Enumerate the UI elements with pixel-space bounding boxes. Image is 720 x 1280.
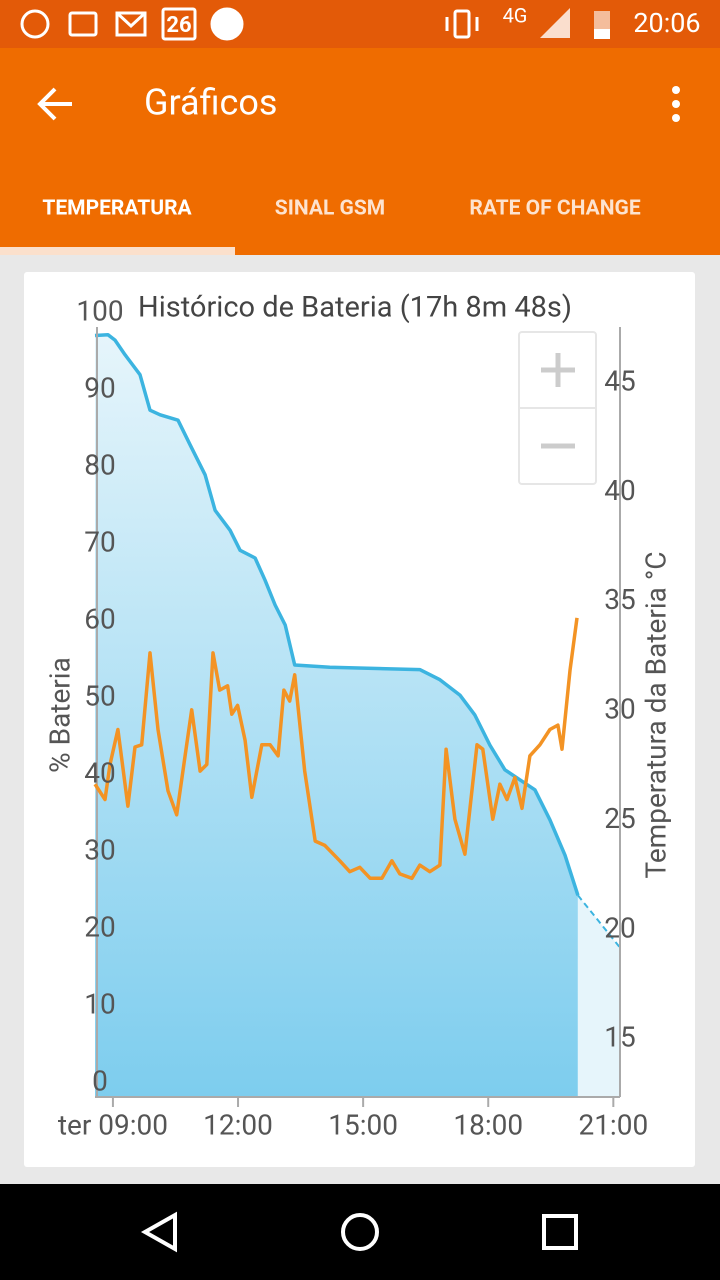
nav-back[interactable] xyxy=(140,1211,177,1253)
signal-icon xyxy=(540,8,570,38)
tab-indicator xyxy=(0,247,235,255)
area xyxy=(577,895,620,1097)
line xyxy=(94,332,580,896)
x-tick-label: 15:00 xyxy=(328,1108,398,1141)
app-title: Gráficos xyxy=(144,82,278,124)
y2-tick-label: 15 xyxy=(604,1021,635,1054)
y2-tick-label: 35 xyxy=(604,583,635,616)
x-tick-label: 18:00 xyxy=(453,1108,523,1141)
y2-tick-label: 45 xyxy=(604,364,635,397)
y-tick-label: 30 xyxy=(84,833,115,866)
y-tick-label: 40 xyxy=(84,756,115,789)
y-tick-label: 100 xyxy=(76,294,123,327)
line xyxy=(577,894,621,949)
back-button[interactable] xyxy=(37,87,72,121)
calendar-day: 26 xyxy=(166,13,191,38)
y2-tick-label: 30 xyxy=(604,693,635,726)
zoom-in[interactable] xyxy=(541,353,575,387)
y-axis-title: % Bateria xyxy=(43,657,76,773)
status-icons xyxy=(20,7,479,41)
overflow-menu[interactable] xyxy=(672,86,680,122)
nav-home[interactable] xyxy=(341,1213,379,1251)
y-tick-label: 90 xyxy=(84,371,115,404)
plot: 0 10 20 30 40 50 60 70 80 90 100 15 20 25 30 35 40 45 ter … xyxy=(58,294,648,1141)
x-tick-label: ter 09:00 xyxy=(58,1108,168,1141)
app-bar xyxy=(0,48,720,255)
nav-recents[interactable] xyxy=(542,1214,578,1250)
tab[interactable]: TEMPERATURA xyxy=(42,197,192,221)
battery-level xyxy=(594,29,610,39)
line xyxy=(93,617,579,881)
nav-bar xyxy=(0,1184,720,1280)
tab[interactable]: RATE OF CHANGE xyxy=(469,197,641,221)
y-tick-label: 10 xyxy=(84,987,115,1020)
x-tick-label: 12:00 xyxy=(203,1108,273,1141)
y-tick-label: 50 xyxy=(84,679,115,712)
network-type: 4G xyxy=(503,3,528,27)
y2-axis-title: Temperatura da Bateria °C xyxy=(639,551,672,878)
y2-tick-label: 20 xyxy=(604,911,635,944)
x-tick-label: 21:00 xyxy=(578,1108,648,1141)
y-tick-label: 0 xyxy=(92,1064,108,1097)
y-tick-label: 70 xyxy=(84,525,115,558)
clock: 20:06 xyxy=(633,7,700,39)
y-tick-label: 20 xyxy=(84,910,115,943)
y2-tick-label: 25 xyxy=(604,802,635,835)
status-bar xyxy=(0,0,720,48)
y2-tick-label: 40 xyxy=(604,474,635,507)
area xyxy=(95,334,578,1097)
zoom-controls xyxy=(518,331,597,485)
tab[interactable]: SINAL GSM xyxy=(275,197,385,221)
y-tick-label: 60 xyxy=(84,602,115,635)
y-tick-label: 80 xyxy=(84,448,115,481)
chart-title: Histórico de Bateria (17h 8m 48s) xyxy=(138,291,572,325)
